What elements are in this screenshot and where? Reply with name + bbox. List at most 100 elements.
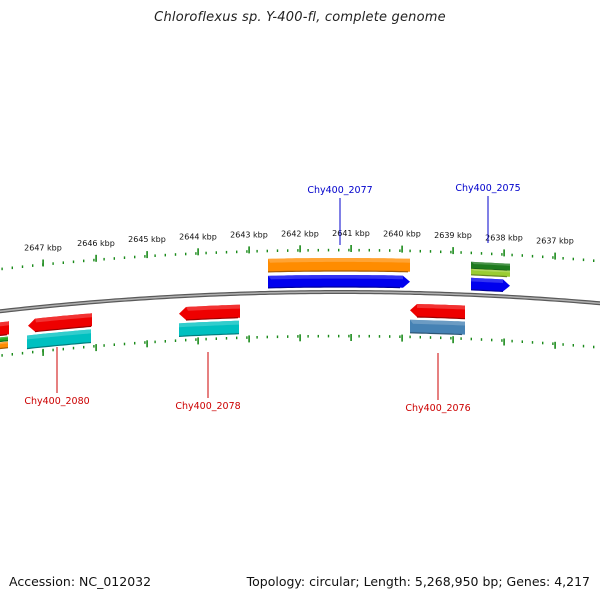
forward-bar-2075-lime-edge	[470, 274, 508, 278]
tick-label: 2640 kbp	[383, 230, 421, 239]
minor-tick	[93, 345, 95, 348]
outer-tick-ring	[1, 245, 595, 271]
forward-bar-2077-edge	[267, 270, 409, 273]
minor-tick	[429, 336, 432, 339]
minor-tick	[287, 249, 289, 252]
major-tick	[350, 245, 352, 252]
reverse-cds-2078[interactable]	[179, 304, 240, 321]
gene-label-chy400_2075[interactable]: Chy400_2075	[455, 183, 521, 243]
minor-tick	[460, 337, 462, 340]
minor-tick	[450, 250, 452, 254]
reverse-cds-2076[interactable]	[410, 304, 466, 320]
minor-tick	[307, 335, 309, 338]
label-layer: 2647 kbp 2646 kbp 2645 kbp 2644 kbp 2643 kbp…	[24, 183, 574, 414]
minor-tick	[174, 339, 177, 342]
gene-label-text: Chy400_2076	[405, 403, 470, 414]
gene-label-text: Chy400_2077	[307, 185, 372, 196]
reverse-cds-2076-highlight	[417, 304, 465, 310]
major-tick	[146, 340, 148, 348]
minor-tick	[62, 347, 64, 351]
minor-tick	[389, 335, 391, 338]
minor-tick	[440, 336, 442, 340]
minor-tick	[358, 334, 360, 338]
minor-tick	[327, 248, 330, 252]
minor-tick	[205, 337, 207, 341]
edge-orange-edge	[0, 347, 9, 350]
minor-tick	[562, 343, 564, 346]
gene-label-chy400_2080[interactable]: Chy400_2080	[24, 347, 90, 407]
minor-tick	[542, 255, 544, 259]
minor-tick	[501, 339, 503, 342]
minor-tick	[52, 348, 54, 352]
minor-tick	[491, 338, 493, 342]
forward-bar-2075-lime[interactable]	[470, 268, 510, 278]
major-tick	[452, 336, 454, 344]
minor-tick	[480, 252, 483, 255]
forward-cds-2075[interactable]	[470, 277, 510, 292]
minor-tick	[83, 345, 85, 349]
tick-label: 2645 kbp	[128, 235, 166, 244]
minor-tick	[511, 339, 513, 343]
minor-tick	[164, 340, 166, 343]
feature-layer	[0, 258, 510, 351]
minor-tick	[572, 257, 574, 261]
reverse-cds-2078-edge	[185, 317, 239, 321]
major-tick	[452, 247, 454, 255]
minor-tick	[62, 261, 64, 264]
minor-tick	[32, 350, 34, 354]
edge-green-highlight	[0, 336, 8, 339]
forward-cds-2077-highlight	[268, 275, 403, 280]
major-tick	[95, 254, 97, 262]
minor-tick	[450, 336, 452, 340]
edge-orange[interactable]	[0, 341, 9, 351]
minor-tick	[368, 334, 370, 338]
edge-red[interactable]	[0, 321, 9, 337]
minor-tick	[236, 250, 238, 254]
reverse-bar-2078-edge	[178, 333, 240, 337]
minor-tick	[399, 335, 401, 338]
major-tick	[401, 245, 403, 253]
minor-tick	[368, 248, 370, 252]
reverse-cds-2080-highlight	[35, 313, 92, 323]
gene-label-chy400_2076[interactable]: Chy400_2076	[405, 353, 471, 414]
tick-label: 2646 kbp	[77, 239, 115, 248]
minor-tick	[52, 262, 54, 265]
gene-label-chy400_2078[interactable]: Chy400_2078	[175, 352, 241, 412]
reverse-bar-2078[interactable]	[178, 320, 240, 337]
accession-text: Accession: NC_012032	[9, 574, 152, 589]
minor-tick	[582, 344, 585, 348]
major-tick	[95, 344, 97, 352]
minor-tick	[225, 250, 228, 254]
minor-tick	[144, 341, 146, 344]
gene-label-chy400_2077[interactable]: Chy400_2077	[307, 185, 373, 245]
minor-tick	[378, 335, 381, 338]
minor-tick	[134, 255, 136, 259]
minor-tick	[246, 250, 248, 253]
minor-tick	[511, 253, 513, 257]
minor-tick	[470, 337, 472, 341]
minor-tick	[103, 344, 105, 347]
reverse-bar-2078-highlight	[179, 320, 239, 328]
forward-cds-2077-edge	[267, 286, 401, 289]
tick-label: 2639 kbp	[434, 231, 472, 240]
minor-tick	[134, 341, 136, 345]
major-tick	[197, 337, 199, 345]
minor-tick	[593, 345, 595, 349]
minor-tick	[123, 342, 126, 346]
edge-red-highlight	[0, 321, 9, 327]
reverse-bar-2080[interactable]	[26, 329, 92, 350]
edge-green[interactable]	[0, 336, 9, 344]
reverse-bar-2076[interactable]	[409, 319, 465, 336]
minor-tick	[195, 252, 197, 255]
genome-backbone-highlight	[0, 291, 600, 313]
minor-tick	[215, 251, 217, 254]
minor-tick	[542, 341, 544, 345]
inner-tick-ring	[1, 334, 595, 357]
forward-cds-2077[interactable]	[267, 275, 410, 289]
major-tick	[554, 341, 556, 349]
forward-bar-2077[interactable]	[267, 258, 410, 273]
reverse-cds-2080[interactable]	[28, 313, 92, 333]
minor-tick	[460, 251, 462, 254]
minor-tick	[276, 335, 279, 339]
